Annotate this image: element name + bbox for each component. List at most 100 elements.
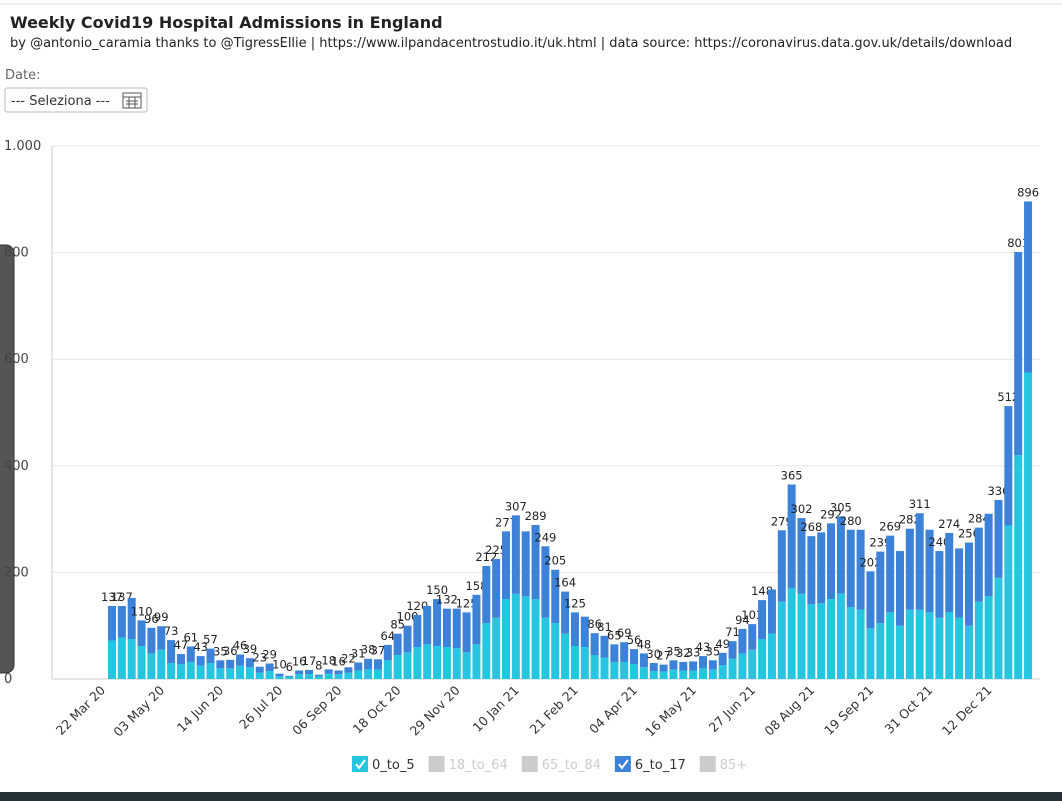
bar-segment: [433, 645, 442, 679]
data-label: 33: [686, 645, 701, 659]
bar-segment: [994, 577, 1003, 679]
legend-label: 65_to_84: [542, 758, 601, 773]
bar-segment: [984, 596, 993, 679]
bar-segment: [925, 612, 934, 679]
bar-segment: [551, 623, 560, 679]
legend-item[interactable]: 18_to_64: [428, 756, 508, 773]
bar-segment: [295, 674, 304, 679]
bar-segment: [915, 513, 924, 610]
bar-segment: [521, 596, 530, 679]
bar-segment: [305, 674, 313, 679]
bar-segment: [275, 676, 284, 679]
data-label: 39: [243, 642, 258, 656]
bar-segment: [639, 667, 648, 679]
bar-segment: [590, 655, 599, 679]
legend-item[interactable]: 65_to_84: [521, 756, 601, 773]
bar-segment: [186, 646, 195, 662]
data-label: 8: [315, 659, 322, 673]
data-label: 16: [331, 654, 346, 668]
date-select[interactable]: [4, 87, 148, 113]
bar-segment: [334, 670, 343, 675]
bar-segment: [511, 515, 520, 594]
date-label: Date:: [5, 68, 40, 83]
bar-segment: [1004, 525, 1013, 679]
bar-segment: [541, 617, 550, 679]
bar-segment: [373, 659, 382, 670]
bar-segment: [886, 612, 895, 679]
bar-segment: [295, 670, 304, 675]
data-label: 94: [735, 613, 750, 627]
bar-segment: [442, 608, 451, 648]
data-label: 65: [607, 628, 622, 642]
legend-item[interactable]: 0_to_5: [352, 756, 415, 773]
legend-item[interactable]: 85+: [699, 756, 747, 773]
bar-segment: [285, 676, 294, 679]
bar-segment: [728, 641, 737, 659]
bar-segment: [964, 625, 973, 679]
bar-segment: [630, 664, 639, 679]
y-tick-label: 200: [4, 565, 29, 580]
data-label: 205: [544, 554, 566, 568]
bar-segment: [127, 639, 136, 679]
y-tick-label: 1.000: [4, 139, 41, 154]
bar-segment: [127, 597, 136, 640]
bar-segment: [206, 663, 215, 679]
bar-segment: [393, 633, 402, 656]
bar-segment: [699, 656, 707, 669]
bar-segment: [649, 663, 658, 672]
bar-segment: [1024, 201, 1033, 373]
bar-segment: [1024, 372, 1033, 679]
data-label: 282: [899, 513, 921, 527]
data-label: 47: [174, 638, 189, 652]
bar-segment: [905, 609, 914, 679]
bar-segment: [305, 669, 313, 675]
bar-segment: [600, 635, 609, 658]
bar-segment: [846, 529, 855, 608]
data-label: 274: [938, 517, 960, 531]
bar-segment: [699, 668, 707, 679]
data-label: 23: [252, 651, 267, 665]
bar-segment: [935, 551, 944, 618]
bar-segment: [610, 644, 619, 662]
bar-segment: [649, 671, 658, 679]
data-label: 27: [656, 649, 671, 663]
bar-segment: [255, 666, 264, 673]
y-tick-label: 600: [4, 352, 29, 367]
bar-segment: [974, 527, 983, 602]
legend-item[interactable]: 6_to_17: [614, 756, 686, 773]
bar-segment: [639, 653, 648, 668]
bar-segment: [669, 660, 678, 670]
bar-segment: [1014, 252, 1023, 456]
bar-segment: [689, 661, 698, 671]
data-label: 61: [183, 630, 198, 644]
data-label: 311: [909, 497, 931, 511]
bar-segment: [344, 672, 353, 679]
legend-label: 85+: [720, 758, 747, 773]
bar-segment: [216, 660, 225, 669]
data-label: 16: [292, 654, 307, 668]
data-label: 71: [725, 625, 740, 639]
bar-segment: [836, 593, 845, 679]
bar-segment: [620, 642, 629, 662]
data-label: 256: [958, 527, 980, 541]
bar-segment: [551, 569, 560, 624]
bar-segment: [452, 608, 461, 649]
bar-segment: [314, 676, 323, 679]
bar-segment: [364, 669, 373, 679]
bar-segment: [462, 612, 471, 653]
bar-segment: [196, 656, 205, 666]
data-label: 37: [371, 643, 386, 657]
bar-segment: [590, 633, 599, 656]
bar-segment: [600, 657, 609, 679]
legend-label: 6_to_17: [635, 758, 686, 773]
bar-segment: [659, 664, 668, 672]
bar-segment: [383, 660, 392, 679]
bar-segment: [570, 612, 579, 646]
data-label: 57: [203, 633, 218, 647]
bar-segment: [787, 588, 796, 679]
bar-segment: [836, 516, 845, 594]
data-label: 125: [564, 596, 586, 610]
legend-swatch: [352, 756, 368, 772]
bar-segment: [147, 653, 156, 679]
